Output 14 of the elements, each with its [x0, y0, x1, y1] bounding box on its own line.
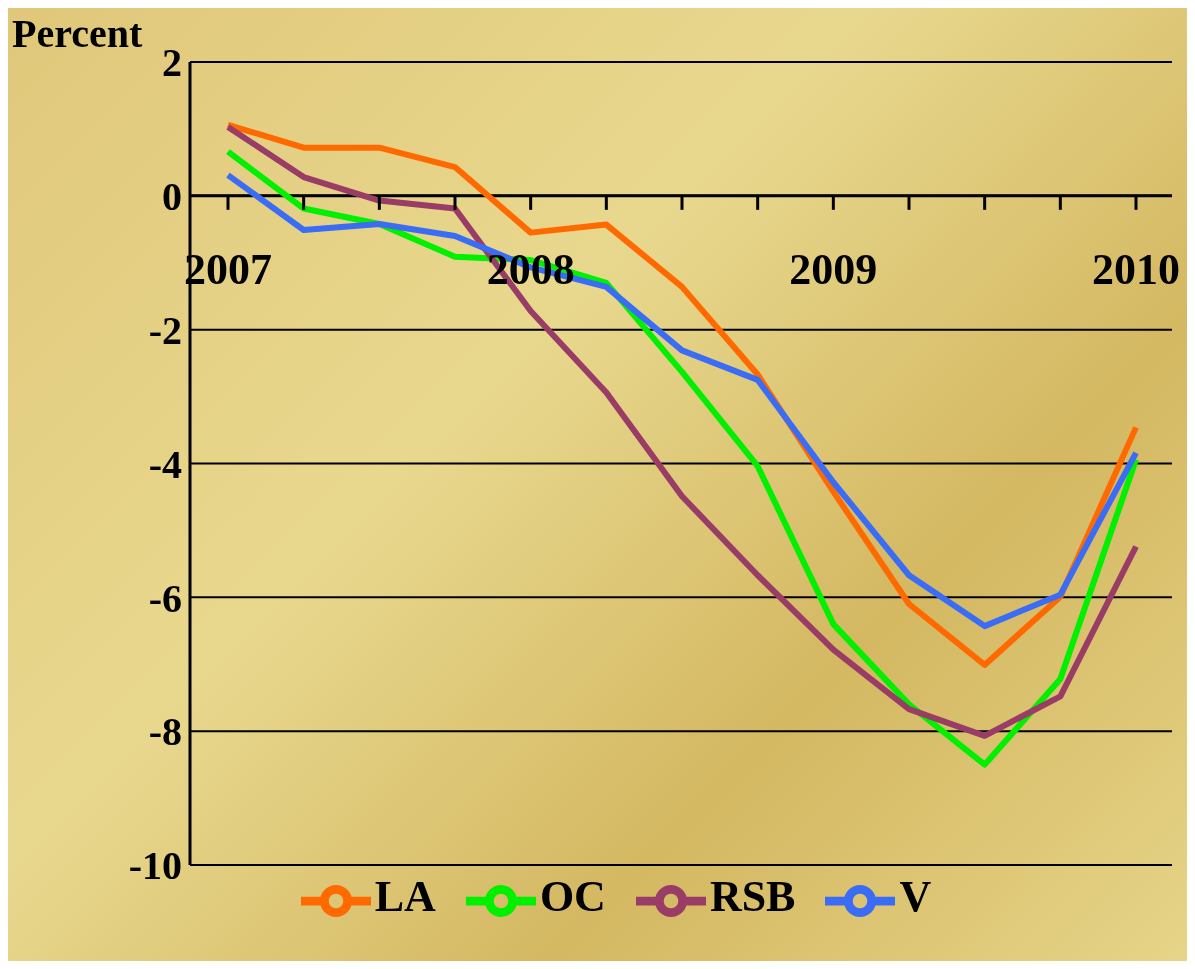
y-tick-label: -4 [148, 441, 182, 487]
legend-label: OC [539, 872, 606, 922]
y-axis-title: Percent [12, 10, 143, 57]
y-tick-label: 2 [162, 40, 182, 86]
legend-label: V [899, 872, 932, 922]
y-tick-label: -8 [148, 709, 182, 755]
x-tick-label: 2009 [789, 244, 878, 294]
legend-label: LA [374, 872, 436, 922]
y-tick-label: -10 [128, 843, 182, 889]
y-tick-label: 0 [162, 174, 182, 220]
y-tick-label: -2 [148, 307, 182, 353]
y-tick-label: -6 [148, 575, 182, 621]
legend-label: RSB [709, 872, 796, 922]
x-tick-label: 2010 [1092, 244, 1180, 294]
